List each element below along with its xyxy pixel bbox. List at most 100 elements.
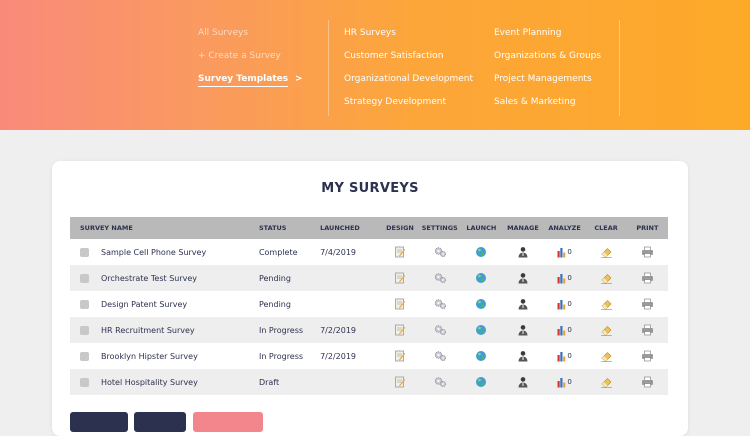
printer-icon[interactable] bbox=[641, 298, 654, 310]
row-name-cell: Design Patent Survey bbox=[70, 291, 259, 317]
survey-name[interactable]: Orchestrate Test Survey bbox=[101, 273, 198, 283]
col-clear: CLEAR bbox=[585, 217, 627, 239]
nav-survey-templates[interactable]: Survey Templates > bbox=[198, 68, 303, 91]
globe-icon[interactable] bbox=[475, 246, 487, 258]
col-manage: MANAGE bbox=[502, 217, 544, 239]
survey-name[interactable]: Sample Cell Phone Survey bbox=[101, 247, 207, 257]
table-row: Design Patent Survey Pending 0 bbox=[70, 291, 668, 317]
printer-icon[interactable] bbox=[641, 272, 654, 284]
status-text: Pending bbox=[258, 299, 291, 309]
printer-icon[interactable] bbox=[641, 376, 654, 388]
launched-date: 7/2/2019 bbox=[320, 325, 356, 335]
response-count: 0 bbox=[567, 378, 572, 386]
user-icon[interactable] bbox=[517, 272, 529, 284]
nav-all-surveys[interactable]: All Surveys bbox=[198, 28, 249, 38]
globe-icon[interactable] bbox=[475, 298, 487, 310]
globe-icon[interactable] bbox=[475, 272, 487, 284]
status-text: Draft bbox=[258, 377, 280, 387]
design-icon[interactable] bbox=[394, 246, 406, 258]
bar-chart-icon[interactable] bbox=[557, 350, 566, 362]
nav-organizational-development[interactable]: Organizational Development bbox=[344, 74, 474, 84]
design-icon[interactable] bbox=[394, 376, 406, 388]
eraser-icon[interactable] bbox=[600, 272, 613, 284]
bar-chart-icon[interactable] bbox=[557, 324, 566, 336]
design-icon[interactable] bbox=[394, 350, 406, 362]
action-button-1[interactable] bbox=[70, 412, 128, 432]
action-button-3[interactable] bbox=[193, 412, 263, 432]
settings-gears-icon[interactable] bbox=[434, 272, 446, 284]
globe-icon[interactable] bbox=[475, 324, 487, 336]
bar-chart-icon[interactable] bbox=[557, 246, 566, 258]
row-checkbox[interactable] bbox=[80, 325, 89, 335]
col-settings: SETTINGS bbox=[418, 217, 461, 239]
row-name-cell: Hotel Hospitality Survey bbox=[70, 369, 259, 395]
launched-cell: 7/2/2019 bbox=[320, 343, 381, 369]
response-count: 0 bbox=[567, 300, 572, 308]
user-icon[interactable] bbox=[517, 376, 529, 388]
row-checkbox[interactable] bbox=[80, 273, 89, 283]
nav-organizations-groups[interactable]: Organizations & Groups bbox=[494, 51, 602, 61]
nav-sales-marketing[interactable]: Sales & Marketing bbox=[494, 97, 576, 107]
status-text: Pending bbox=[258, 273, 291, 283]
row-checkbox[interactable] bbox=[80, 247, 89, 257]
col-launch: LAUNCH bbox=[460, 217, 503, 239]
col-print: PRINT bbox=[626, 217, 668, 239]
globe-icon[interactable] bbox=[475, 350, 487, 362]
nav-strategy-development[interactable]: Strategy Development bbox=[344, 97, 447, 107]
nav-hr-surveys[interactable]: HR Surveys bbox=[344, 28, 396, 38]
col-survey-name[interactable]: SURVEY NAME bbox=[70, 217, 259, 239]
table-row: Brooklyn Hipster Survey In Progress 7/2/20… bbox=[70, 343, 668, 369]
status-cell: Complete bbox=[259, 239, 320, 265]
col-design: DESIGN bbox=[381, 217, 419, 239]
settings-gears-icon[interactable] bbox=[434, 376, 446, 388]
response-count: 0 bbox=[567, 248, 572, 256]
row-checkbox[interactable] bbox=[80, 377, 89, 387]
eraser-icon[interactable] bbox=[600, 324, 613, 336]
bar-chart-icon[interactable] bbox=[557, 376, 566, 388]
eraser-icon[interactable] bbox=[600, 246, 613, 258]
settings-gears-icon[interactable] bbox=[434, 324, 446, 336]
survey-name[interactable]: Design Patent Survey bbox=[101, 299, 188, 309]
settings-gears-icon[interactable] bbox=[434, 350, 446, 362]
printer-icon[interactable] bbox=[641, 324, 654, 336]
status-cell: In Progress bbox=[259, 343, 320, 369]
row-checkbox[interactable] bbox=[80, 351, 89, 361]
col-analyze: ANALYZE bbox=[543, 217, 586, 239]
user-icon[interactable] bbox=[517, 350, 529, 362]
nav-event-planning[interactable]: Event Planning bbox=[494, 28, 562, 38]
design-icon[interactable] bbox=[394, 272, 406, 284]
user-icon[interactable] bbox=[517, 324, 529, 336]
nav-column-categories-1: HR Surveys Customer Satisfaction Organiz… bbox=[344, 22, 473, 114]
response-count: 0 bbox=[567, 326, 572, 334]
nav-create-survey[interactable]: + Create a Survey bbox=[198, 51, 281, 61]
eraser-icon[interactable] bbox=[600, 376, 613, 388]
user-icon[interactable] bbox=[517, 298, 529, 310]
user-icon[interactable] bbox=[517, 246, 529, 258]
nav-divider bbox=[328, 20, 329, 116]
row-checkbox[interactable] bbox=[80, 299, 89, 309]
settings-gears-icon[interactable] bbox=[434, 298, 446, 310]
survey-name[interactable]: Brooklyn Hipster Survey bbox=[101, 351, 198, 361]
nav-customer-satisfaction[interactable]: Customer Satisfaction bbox=[344, 51, 444, 61]
bar-chart-icon[interactable] bbox=[557, 272, 566, 284]
bar-chart-icon[interactable] bbox=[557, 298, 566, 310]
design-icon[interactable] bbox=[394, 324, 406, 336]
printer-icon[interactable] bbox=[641, 350, 654, 362]
row-name-cell: HR Recruitment Survey bbox=[70, 317, 259, 343]
col-launched[interactable]: LAUNCHED bbox=[320, 217, 382, 239]
col-status[interactable]: STATUS bbox=[258, 217, 321, 239]
launched-cell: 7/2/2019 bbox=[320, 317, 382, 343]
survey-name[interactable]: HR Recruitment Survey bbox=[101, 325, 195, 335]
globe-icon[interactable] bbox=[475, 376, 487, 388]
nav-column-main: All Surveys + Create a Survey Survey Tem… bbox=[198, 22, 303, 91]
eraser-icon[interactable] bbox=[600, 298, 613, 310]
row-name-cell: Brooklyn Hipster Survey bbox=[70, 343, 259, 369]
settings-gears-icon[interactable] bbox=[434, 246, 446, 258]
printer-icon[interactable] bbox=[641, 246, 654, 258]
survey-name[interactable]: Hotel Hospitality Survey bbox=[101, 377, 198, 387]
nav-project-managements[interactable]: Project Managements bbox=[494, 74, 592, 84]
status-text: In Progress bbox=[258, 351, 304, 361]
design-icon[interactable] bbox=[394, 298, 406, 310]
action-button-2[interactable] bbox=[134, 412, 186, 432]
eraser-icon[interactable] bbox=[600, 350, 613, 362]
